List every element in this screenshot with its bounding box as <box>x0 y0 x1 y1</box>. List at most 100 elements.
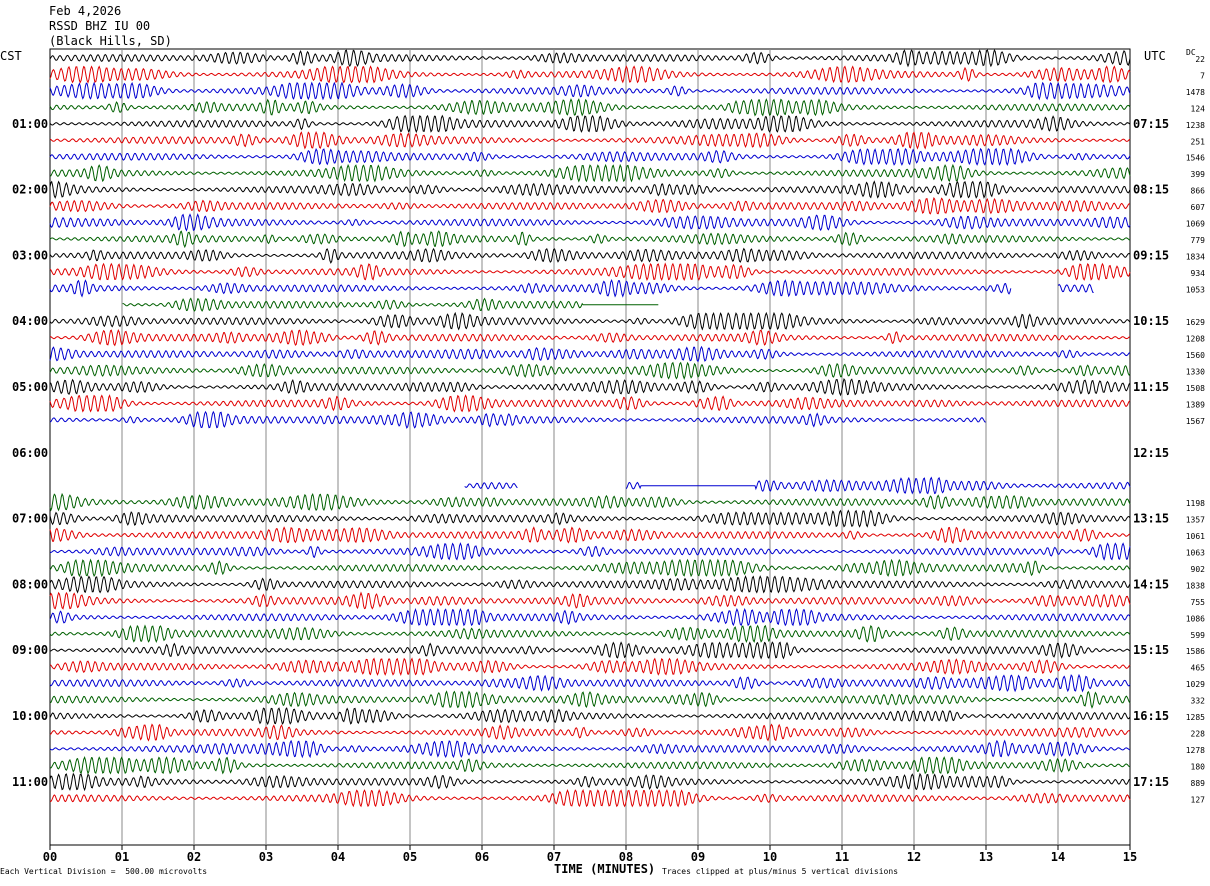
seismic-trace <box>49 114 1131 134</box>
seismic-trace <box>49 526 1131 545</box>
dc-value: 1061 <box>1186 532 1205 541</box>
seismic-trace <box>49 509 1131 528</box>
seismic-trace <box>49 624 1131 644</box>
dc-value: 332 <box>1191 697 1206 706</box>
x-tick-label: 09 <box>691 850 705 864</box>
seismic-trace <box>49 542 1131 561</box>
hour-label-cst: 06:00 <box>12 446 48 460</box>
seismic-trace <box>49 98 1131 117</box>
hour-label-utc: 15:15 <box>1133 643 1169 657</box>
dc-value: 251 <box>1191 137 1206 146</box>
clip-footnote: Traces clipped at plus/minus 5 vertical … <box>662 867 899 876</box>
seismic-trace <box>49 131 1131 150</box>
dc-value: 180 <box>1191 762 1206 771</box>
seismic-trace <box>50 280 1130 296</box>
dc-value: 1357 <box>1186 516 1205 525</box>
date-label: Feb 4,2026 <box>49 4 122 18</box>
seismic-trace <box>49 690 1131 709</box>
dc-value: 1508 <box>1186 384 1205 393</box>
seismic-trace <box>49 329 1131 347</box>
seismic-trace <box>49 607 1131 627</box>
dc-value: 779 <box>1191 236 1206 245</box>
seismic-trace <box>49 739 1131 759</box>
seismic-trace <box>49 707 1131 726</box>
dc-value: 124 <box>1191 104 1206 113</box>
dc-value: 1838 <box>1186 581 1205 590</box>
hour-label-utc: 14:15 <box>1133 577 1169 591</box>
station-label: RSSD BHZ IU 00 <box>49 19 151 33</box>
x-axis-title: TIME (MINUTES) <box>554 862 656 876</box>
hour-label-utc: 07:15 <box>1133 117 1169 131</box>
hour-label-cst: 05:00 <box>12 380 48 394</box>
dc-value: 465 <box>1191 664 1206 673</box>
hour-label-utc: 09:15 <box>1133 248 1169 262</box>
x-tick-label: 04 <box>331 850 345 864</box>
dc-value: 607 <box>1191 203 1206 212</box>
hour-label-utc: 16:15 <box>1133 709 1169 723</box>
seismic-trace <box>49 641 1131 660</box>
hour-label-utc: 11:15 <box>1133 380 1169 394</box>
dc-value: 1629 <box>1186 318 1205 327</box>
dc-value: 1069 <box>1186 220 1205 229</box>
dc-value: 1208 <box>1186 335 1205 344</box>
x-tick-label: 08 <box>619 850 633 864</box>
x-tick-label: 06 <box>475 850 489 864</box>
seismic-trace <box>49 361 1131 380</box>
hour-label-cst: 08:00 <box>12 577 48 591</box>
dc-value: 7 <box>1200 71 1205 80</box>
seismic-trace <box>49 788 1131 808</box>
dc-value: 1029 <box>1186 680 1205 689</box>
dc-value: 1285 <box>1186 713 1205 722</box>
hour-label-cst: 03:00 <box>12 248 48 262</box>
seismic-trace <box>49 311 1131 331</box>
dc-value: 1478 <box>1186 88 1205 97</box>
seismic-trace <box>49 213 1131 232</box>
x-tick-label: 13 <box>979 850 993 864</box>
dc-value: 902 <box>1191 565 1206 574</box>
plot-frame <box>49 48 1131 846</box>
hour-label-utc: 10:15 <box>1133 314 1169 328</box>
hour-label-cst: 02:00 <box>12 183 48 197</box>
x-tick-label: 03 <box>259 850 273 864</box>
dc-value: 1063 <box>1186 549 1205 558</box>
dc-value: 1330 <box>1186 368 1205 377</box>
seismic-trace <box>49 657 1131 677</box>
utc-label: UTC <box>1144 49 1166 63</box>
x-tick-label: 01 <box>115 850 129 864</box>
dc-value: 1238 <box>1186 121 1205 130</box>
seismic-trace <box>49 163 1131 183</box>
x-tick-label: 11 <box>835 850 849 864</box>
hour-label-utc: 17:15 <box>1133 775 1169 789</box>
hour-label-cst: 01:00 <box>12 117 48 131</box>
x-tick-label: 15 <box>1123 850 1137 864</box>
seismic-trace <box>49 49 1131 68</box>
hour-label-cst: 10:00 <box>12 709 48 723</box>
seismic-trace <box>49 196 1131 215</box>
x-tick-label: 05 <box>403 850 417 864</box>
dc-value: 1053 <box>1186 285 1205 294</box>
dc-value: 1546 <box>1186 154 1205 163</box>
dc-value: 1567 <box>1186 417 1205 426</box>
x-tick-label: 14 <box>1051 850 1065 864</box>
dc-value: 1560 <box>1186 351 1205 360</box>
hour-label-cst: 07:00 <box>12 512 48 526</box>
hour-label-cst: 09:00 <box>12 643 48 657</box>
seismic-trace <box>49 673 1131 693</box>
seismic-trace <box>49 247 1131 264</box>
dc-value: 1278 <box>1186 746 1205 755</box>
seismic-trace <box>49 230 1131 249</box>
cst-label: CST <box>0 49 22 63</box>
seismic-trace <box>49 65 1131 84</box>
seismic-trace <box>49 378 1131 397</box>
hour-label-cst: 11:00 <box>12 775 48 789</box>
hour-label-utc: 12:15 <box>1133 446 1169 460</box>
seismic-trace <box>49 394 1131 413</box>
seismic-trace <box>49 723 1131 742</box>
hour-label-utc: 13:15 <box>1133 512 1169 526</box>
hour-label-utc: 08:15 <box>1133 183 1169 197</box>
dc-value: 934 <box>1191 269 1206 278</box>
seismic-trace <box>49 345 1131 363</box>
dc-label: DC <box>1186 48 1196 57</box>
seismic-trace <box>49 756 1131 775</box>
